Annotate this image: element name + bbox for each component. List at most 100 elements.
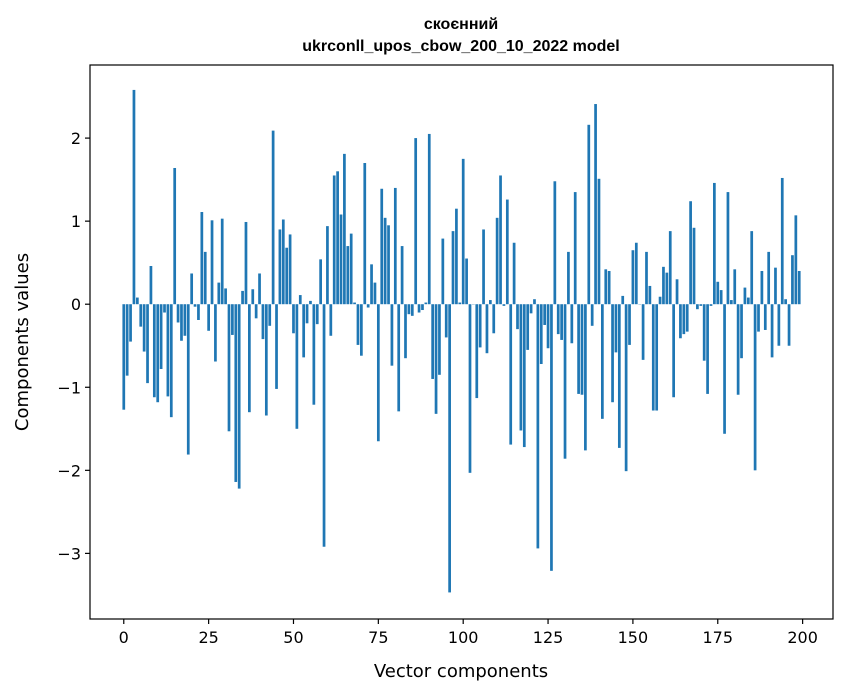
bar [617, 304, 621, 448]
bar [125, 304, 129, 376]
bar [275, 304, 278, 389]
bar [152, 304, 156, 398]
bar [407, 304, 411, 315]
x-axis-ticks: 0 25 50 75 100 125 150 175 200 [119, 619, 818, 647]
bar [373, 282, 377, 305]
y-tick-label: 1 [71, 212, 81, 231]
bar [186, 304, 190, 455]
bar [231, 304, 234, 335]
bar [791, 255, 794, 305]
bar [169, 304, 173, 418]
bar [699, 304, 703, 306]
plot-area-frame [89, 64, 834, 620]
bar [400, 246, 404, 305]
bar [509, 304, 513, 445]
y-tick-label: −3 [57, 544, 81, 563]
bar [404, 304, 407, 359]
bar [584, 304, 587, 451]
bar [339, 214, 343, 305]
bar [227, 304, 231, 432]
bar [410, 304, 414, 316]
bar [261, 304, 265, 340]
bar [363, 163, 367, 305]
bar [309, 300, 312, 305]
bar [353, 302, 356, 305]
bar [577, 304, 580, 394]
bar [658, 296, 662, 305]
bar [183, 304, 187, 336]
bar [485, 304, 489, 354]
bar [553, 181, 557, 305]
bar [499, 175, 502, 305]
bar [746, 297, 750, 305]
bar [397, 304, 401, 412]
bar [648, 285, 652, 305]
bar [234, 304, 238, 482]
bar-series [122, 89, 801, 593]
bar [550, 304, 553, 571]
bar [770, 304, 774, 358]
bar [417, 304, 421, 313]
bar [774, 267, 777, 305]
x-tick-label: 200 [787, 628, 818, 647]
bar [332, 175, 336, 305]
bar [587, 124, 591, 305]
bar [607, 270, 611, 305]
bar [641, 304, 645, 360]
bar [292, 304, 295, 334]
bar [505, 199, 509, 305]
bar [475, 304, 479, 399]
bar [624, 304, 628, 472]
bar [271, 130, 275, 305]
bar [726, 192, 730, 305]
bar [468, 304, 472, 473]
x-tick-label: 150 [618, 628, 649, 647]
bar [281, 219, 285, 305]
bar [438, 304, 441, 375]
bar [444, 304, 448, 338]
bar [601, 304, 604, 419]
bar [380, 188, 384, 305]
bar [346, 246, 350, 305]
bar [220, 218, 224, 305]
bar [251, 289, 255, 305]
bar [777, 304, 781, 346]
y-axis-label: Components values [12, 253, 33, 431]
bar [258, 273, 261, 305]
bar [689, 201, 692, 305]
bar [736, 304, 740, 395]
bar [709, 304, 713, 306]
bar [767, 251, 771, 305]
bar [668, 231, 672, 305]
bar [533, 299, 536, 305]
bar [173, 167, 177, 305]
bar [315, 304, 319, 325]
bar [594, 104, 597, 305]
bar [740, 304, 743, 359]
bar [702, 304, 706, 361]
bar [556, 304, 560, 335]
bar [370, 264, 373, 305]
bar [217, 282, 221, 305]
bar [563, 304, 567, 459]
x-tick-label: 0 [119, 628, 129, 647]
bar [675, 279, 679, 305]
bar [176, 304, 180, 323]
bar [376, 304, 380, 442]
bar [580, 304, 584, 395]
bar [129, 304, 132, 342]
bar [180, 304, 183, 341]
bar [794, 215, 798, 305]
bar [241, 290, 244, 305]
bar [750, 231, 754, 305]
chart-title-line-2: ukrconll_upos_cbow_200_10_2022 model [302, 38, 619, 55]
bar [305, 304, 309, 324]
bar [784, 299, 788, 305]
bar [719, 290, 723, 305]
y-tick-label: 2 [71, 129, 81, 148]
bar [597, 178, 601, 305]
bar [502, 304, 506, 306]
bar [156, 304, 160, 403]
bar [203, 251, 207, 305]
bar [264, 304, 268, 416]
